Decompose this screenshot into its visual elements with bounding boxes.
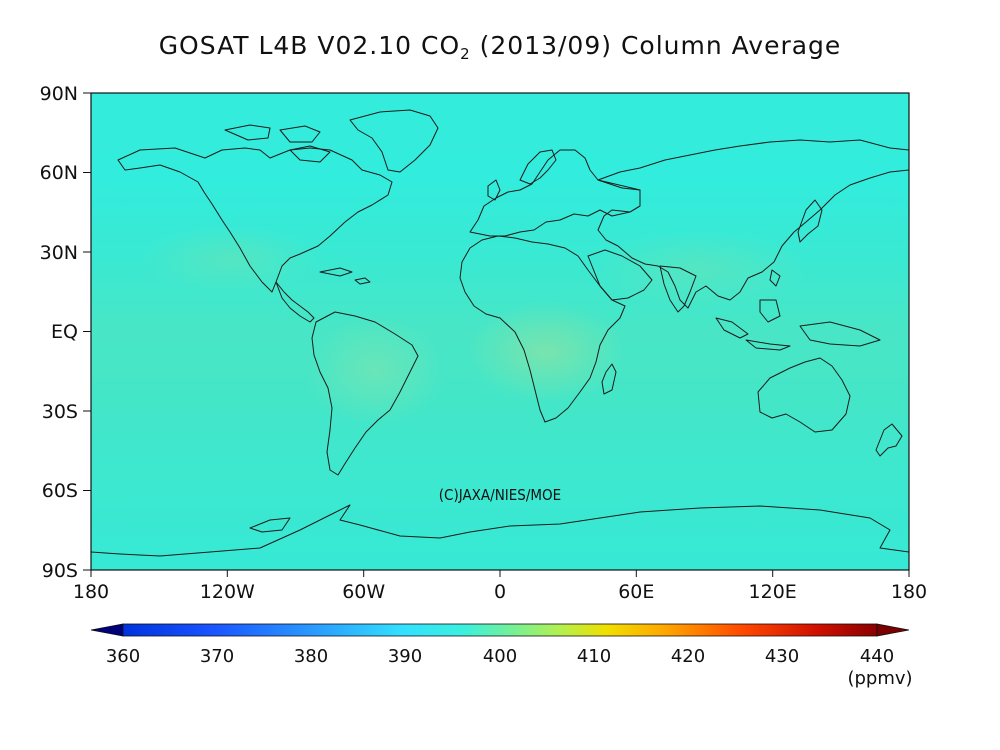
colorbar-label-370: 370 <box>200 646 234 667</box>
lon-label-180w: 180 <box>73 581 109 603</box>
lat-label-90n: 90N <box>40 83 78 105</box>
colorbar-label-410: 410 <box>577 646 611 667</box>
colorbar-label-440: 440 <box>860 646 894 667</box>
colorbar-label-430: 430 <box>765 646 799 667</box>
lon-label-180e: 180 <box>891 581 927 603</box>
lat-label-90s: 90S <box>42 560 78 582</box>
lon-label-60e: 60E <box>618 581 654 603</box>
lat-axis: 90N 60N 30N EQ 30S 60S 90S <box>40 83 91 582</box>
co2-field <box>91 93 909 570</box>
colorbar-high-arrow <box>876 623 910 637</box>
region-asia-band <box>590 230 810 310</box>
lat-label-60n: 60N <box>40 162 78 184</box>
colorbar-unit: (ppmv) <box>847 668 912 689</box>
copyright-text: (C)JAXA/NIES/MOE <box>439 486 561 504</box>
coastlines <box>91 109 909 557</box>
region-tropical-africa-high <box>466 302 626 402</box>
region-pacific-band <box>140 225 320 295</box>
region-south-america-high <box>305 315 445 425</box>
map-title: GOSAT L4B V02.10 CO2 (2013/09) Column Av… <box>159 31 842 63</box>
colorbar-low-arrow <box>90 623 124 637</box>
lat-label-30n: 30N <box>40 242 78 264</box>
lon-label-120w: 120W <box>200 581 255 603</box>
lat-label-30s: 30S <box>42 401 78 423</box>
colorbar: 360 370 380 390 400 410 420 430 440 (ppm… <box>90 623 913 689</box>
colorbar-ramp <box>122 623 878 637</box>
colorbar-label-390: 390 <box>388 646 422 667</box>
lat-label-eq: EQ <box>51 321 78 343</box>
colorbar-label-360: 360 <box>106 646 140 667</box>
lon-label-120e: 120E <box>749 581 797 603</box>
colorbar-label-400: 400 <box>483 646 517 667</box>
lon-axis: 180 120W 60W 0 60E 120E 180 <box>73 570 927 603</box>
lon-label-60w: 60W <box>342 581 385 603</box>
lat-label-60s: 60S <box>42 480 78 502</box>
colorbar-label-380: 380 <box>294 646 328 667</box>
lon-label-0: 0 <box>494 581 506 603</box>
colorbar-label-420: 420 <box>671 646 705 667</box>
